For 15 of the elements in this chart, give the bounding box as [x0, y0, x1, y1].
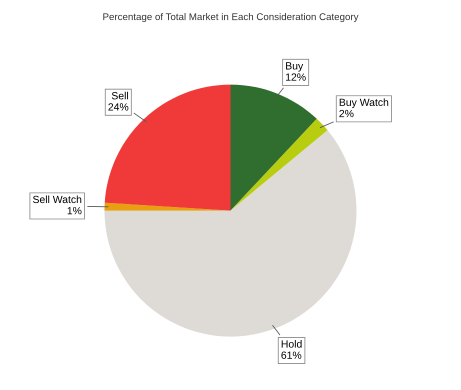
- slice-label: Hold: [282, 340, 302, 348]
- pie-slice: [230, 84, 317, 211]
- pie-slice: [230, 118, 328, 211]
- slice-label: Buy Watch: [340, 98, 388, 108]
- slice-label: Sell Watch: [32, 195, 82, 204]
- data-label: 12%: [286, 73, 306, 81]
- data-label: 1%: [68, 207, 82, 214]
- pie-slice: [104, 84, 230, 211]
- slice-label: Buy: [286, 62, 304, 72]
- pie-slice: [104, 130, 356, 337]
- chart-title: Percentage of Total Market in Each Consideration Category: [103, 13, 358, 22]
- slice-label: Sell: [112, 92, 128, 100]
- data-label: 24%: [108, 103, 128, 111]
- data-label: 61%: [281, 352, 302, 359]
- data-label: 2%: [339, 110, 354, 118]
